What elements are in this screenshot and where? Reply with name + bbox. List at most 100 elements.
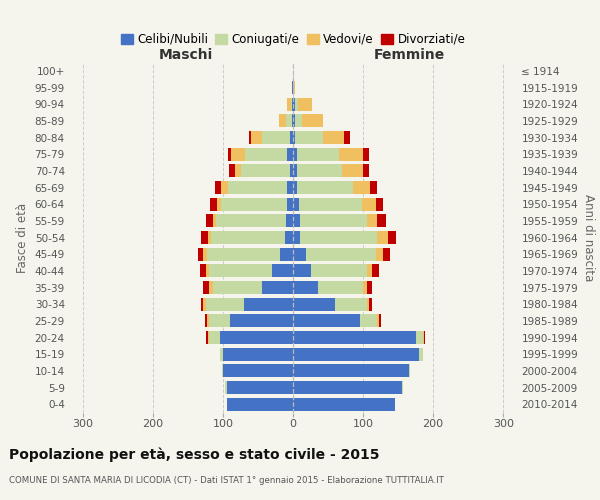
Y-axis label: Anni di nascita: Anni di nascita [582,194,595,281]
Bar [323,131,344,144]
Bar [228,181,287,194]
Bar [203,248,207,260]
Bar [300,214,367,228]
Bar [372,264,379,278]
Bar [367,264,372,278]
Bar [422,331,424,344]
Bar [203,281,209,294]
Bar [223,364,293,378]
Bar [293,331,416,344]
Bar [216,214,286,228]
Bar [286,114,292,128]
Bar [287,98,291,110]
Bar [293,98,295,110]
Bar [244,298,293,310]
Bar [209,264,272,278]
Y-axis label: Fasce di età: Fasce di età [16,202,29,272]
Bar [363,148,369,160]
Bar [287,148,293,160]
Bar [262,131,290,144]
Bar [306,248,376,260]
Bar [292,114,293,128]
Bar [295,114,302,128]
Bar [272,264,293,278]
Bar [230,314,293,328]
Bar [419,348,422,360]
Bar [221,364,223,378]
Text: Femmine: Femmine [374,48,445,62]
Bar [344,131,350,144]
Bar [293,81,295,94]
Bar [409,364,410,378]
Bar [211,231,284,244]
Bar [293,281,317,294]
Bar [379,314,382,328]
Bar [221,198,287,210]
Bar [377,231,388,244]
Bar [293,148,296,160]
Bar [208,331,209,344]
Bar [293,398,395,410]
Bar [284,231,293,244]
Bar [220,348,223,360]
Bar [208,231,211,244]
Bar [223,348,293,360]
Bar [203,298,206,310]
Bar [295,98,298,110]
Bar [296,181,353,194]
Bar [290,164,293,177]
Bar [262,281,293,294]
Bar [293,364,409,378]
Bar [293,164,296,177]
Bar [221,181,228,194]
Bar [383,248,390,260]
Bar [293,348,419,360]
Bar [401,381,403,394]
Bar [200,264,206,278]
Bar [302,114,323,128]
Bar [206,264,209,278]
Bar [293,114,295,128]
Bar [280,248,293,260]
Bar [293,231,300,244]
Bar [206,298,244,310]
Bar [353,181,370,194]
Bar [249,131,251,144]
Bar [211,198,217,210]
Bar [424,331,425,344]
Bar [370,181,377,194]
Bar [292,81,293,94]
Bar [207,248,280,260]
Bar [362,198,376,210]
Bar [209,281,212,294]
Bar [200,231,208,244]
Text: COMUNE DI SANTA MARIA DI LICODIA (CT) - Dati ISTAT 1° gennaio 2015 - Elaborazion: COMUNE DI SANTA MARIA DI LICODIA (CT) - … [9,476,444,485]
Bar [293,314,359,328]
Bar [376,198,383,210]
Bar [298,98,312,110]
Bar [367,214,377,228]
Bar [296,164,342,177]
Bar [251,131,262,144]
Bar [300,231,377,244]
Bar [295,131,323,144]
Bar [296,148,338,160]
Bar [291,98,292,110]
Bar [293,381,401,394]
Bar [241,164,290,177]
Bar [235,164,241,177]
Bar [225,381,227,394]
Bar [206,214,212,228]
Bar [416,331,422,344]
Bar [287,181,293,194]
Bar [377,214,386,228]
Bar [293,131,295,144]
Bar [207,314,209,328]
Bar [363,281,367,294]
Bar [202,298,203,310]
Bar [212,281,262,294]
Bar [299,198,362,210]
Text: Maschi: Maschi [158,48,212,62]
Bar [335,298,367,310]
Bar [367,281,372,294]
